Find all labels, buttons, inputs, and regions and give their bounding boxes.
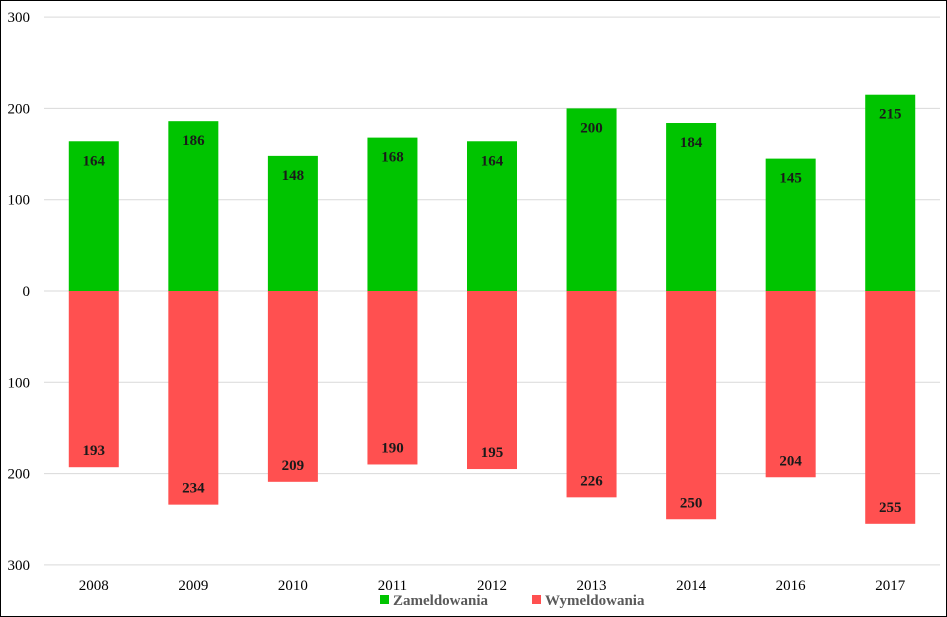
bar-zameldowania-2014 bbox=[666, 123, 717, 292]
data-label-zameldowania-2016: 145 bbox=[779, 171, 802, 187]
bar-zameldowania-2013 bbox=[566, 108, 617, 292]
x-tick-label: 2008 bbox=[79, 578, 109, 594]
data-label-zameldowania-2014: 184 bbox=[680, 135, 703, 151]
data-label-zameldowania-2008: 164 bbox=[83, 153, 106, 169]
bar-wymeldowania-2010 bbox=[267, 291, 318, 482]
legend-label-wymeldowania: Wymeldowania bbox=[545, 593, 645, 609]
data-label-zameldowania-2013: 200 bbox=[580, 120, 603, 136]
x-tick-label: 2012 bbox=[477, 578, 507, 594]
x-tick-label: 2017 bbox=[875, 578, 906, 594]
data-label-zameldowania-2012: 164 bbox=[481, 153, 504, 169]
bar-zameldowania-2011 bbox=[367, 137, 418, 291]
bar-wymeldowania-2008 bbox=[68, 291, 119, 468]
bar-wymeldowania-2014 bbox=[666, 291, 717, 520]
bar-wymeldowania-2011 bbox=[367, 291, 418, 465]
data-label-zameldowania-2011: 168 bbox=[381, 150, 404, 166]
bar-zameldowania-2016 bbox=[765, 158, 816, 291]
bar-zameldowania-2010 bbox=[267, 155, 318, 291]
x-tick-label: 2010 bbox=[278, 578, 308, 594]
bar-zameldowania-2009 bbox=[168, 121, 219, 291]
y-tick-label: 300 bbox=[8, 10, 31, 26]
bar-zameldowania-2012 bbox=[467, 141, 517, 291]
data-label-zameldowania-2010: 148 bbox=[282, 168, 305, 184]
y-tick-label: 200 bbox=[8, 467, 31, 483]
x-tick-label: 2014 bbox=[676, 578, 707, 594]
legend-swatch-wymeldowania bbox=[532, 595, 541, 604]
x-tick-label: 2016 bbox=[776, 578, 807, 594]
y-tick-label: 300 bbox=[8, 558, 31, 574]
data-label-wymeldowania-2017: 255 bbox=[879, 500, 902, 516]
data-label-wymeldowania-2013: 226 bbox=[580, 473, 603, 489]
x-tick-label: 2011 bbox=[378, 578, 407, 594]
y-tick-label: 0 bbox=[23, 284, 31, 300]
legend-label-zameldowania: Zameldowania bbox=[393, 593, 489, 609]
y-tick-label: 100 bbox=[8, 375, 31, 391]
bar-zameldowania-2017 bbox=[865, 94, 916, 291]
data-label-wymeldowania-2008: 193 bbox=[83, 443, 106, 459]
data-label-wymeldowania-2011: 190 bbox=[381, 440, 404, 456]
y-tick-label: 200 bbox=[8, 101, 31, 117]
bar-zameldowania-2008 bbox=[68, 141, 119, 291]
bar-wymeldowania-2009 bbox=[168, 291, 219, 505]
bar-wymeldowania-2013 bbox=[566, 291, 617, 498]
data-label-zameldowania-2017: 215 bbox=[879, 107, 902, 123]
bar-wymeldowania-2017 bbox=[865, 291, 916, 524]
data-label-zameldowania-2009: 186 bbox=[182, 133, 205, 149]
data-label-wymeldowania-2016: 204 bbox=[779, 453, 802, 469]
data-label-wymeldowania-2014: 250 bbox=[680, 495, 703, 511]
data-label-wymeldowania-2012: 195 bbox=[481, 445, 504, 461]
x-tick-label: 2009 bbox=[178, 578, 208, 594]
x-tick-label: 2013 bbox=[577, 578, 607, 594]
data-label-wymeldowania-2009: 234 bbox=[182, 481, 205, 497]
bar-wymeldowania-2016 bbox=[765, 291, 816, 478]
bar-wymeldowania-2012 bbox=[467, 291, 517, 470]
y-tick-label: 100 bbox=[8, 193, 31, 209]
data-label-wymeldowania-2010: 209 bbox=[282, 458, 305, 474]
legend-swatch-zameldowania bbox=[380, 595, 389, 604]
